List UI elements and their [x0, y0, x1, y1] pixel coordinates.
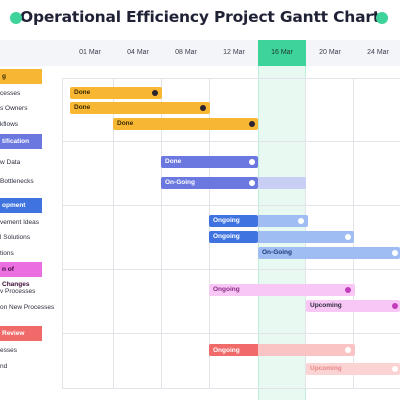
date-header[interactable]: 04 Mar [127, 49, 149, 56]
status-dot [298, 218, 304, 224]
status-dot [345, 347, 351, 353]
row-divider [62, 269, 400, 270]
bar-extension [258, 215, 308, 227]
category-label: opment [0, 198, 42, 213]
task-bar[interactable]: Ongoing [209, 215, 258, 227]
task-label: tions [0, 250, 14, 257]
timeline-header [0, 40, 400, 66]
status-dot [249, 159, 255, 165]
status-dot [392, 366, 398, 372]
task-label: on New Processes [0, 304, 55, 311]
bar-progress [209, 344, 258, 356]
status-dot [345, 287, 351, 293]
task-label: nd [0, 363, 8, 370]
task-bar[interactable]: Done [70, 102, 210, 114]
task-bar[interactable]: Upcoming [306, 363, 400, 375]
category-label: n of Changes [0, 262, 42, 288]
date-header[interactable]: 01 Mar [79, 49, 101, 56]
status-dot [200, 105, 206, 111]
grid-line [113, 78, 114, 388]
status-dot [392, 250, 398, 256]
grid-line [62, 78, 63, 388]
bar-extension [258, 177, 306, 189]
task-bar[interactable]: Ongoing [209, 231, 258, 243]
row-divider [62, 78, 400, 79]
category-label: tification [0, 134, 42, 149]
bar-extension [258, 231, 354, 243]
task-label: v Processes [0, 288, 36, 295]
task-bar[interactable]: Upcoming [306, 300, 400, 312]
task-bar[interactable]: Ongoing [209, 284, 355, 296]
status-dot [392, 303, 398, 309]
task-label: vement Ideas [0, 219, 40, 226]
task-bar[interactable]: Done [113, 118, 258, 130]
category-label: g [0, 69, 42, 84]
grid-line [161, 78, 162, 388]
task-bar[interactable]: Done [161, 156, 258, 168]
task-label: l Solutions [0, 234, 30, 241]
date-header[interactable]: 20 Mar [319, 49, 341, 56]
date-header[interactable]: 12 Mar [223, 49, 245, 56]
date-header[interactable]: 24 Mar [367, 49, 389, 56]
task-label: s Owners [0, 105, 28, 112]
task-bar[interactable]: On-Going [258, 247, 400, 259]
date-header[interactable]: 08 Mar [175, 49, 197, 56]
task-label: esses [0, 347, 17, 354]
date-header-selected[interactable]: 16 Mar [258, 40, 306, 66]
decor-dot-right [376, 12, 388, 24]
status-dot [249, 180, 255, 186]
category-label: Review [0, 326, 42, 341]
bar-label-overlay: Ongoing [213, 347, 240, 354]
decor-dot-left [10, 12, 22, 24]
row-divider [62, 205, 400, 206]
status-dot [152, 90, 158, 96]
page-title: Operational Efficiency Project Gantt Cha… [19, 8, 380, 26]
task-label: kflows [0, 121, 19, 128]
task-bar[interactable]: Done [70, 87, 162, 99]
row-divider [62, 388, 400, 389]
row-divider [62, 141, 400, 142]
row-divider [62, 333, 400, 334]
task-label: cesses [0, 90, 21, 97]
status-dot [345, 234, 351, 240]
task-bar[interactable]: On-Going [161, 177, 258, 189]
status-dot [249, 121, 255, 127]
task-label: w Data [0, 159, 21, 166]
task-label: Bottlenecks [0, 178, 34, 185]
